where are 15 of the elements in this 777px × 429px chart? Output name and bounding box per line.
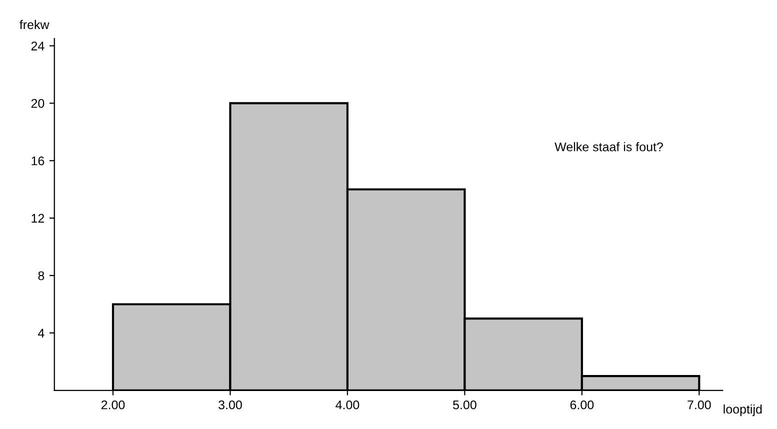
x-tick-label: 5.00 [453, 400, 476, 410]
y-tick-label: 8 [38, 271, 44, 280]
x-tick-label: 7.00 [688, 400, 711, 410]
annotation: Welke staaf is fout? [554, 142, 663, 152]
x-tick-label: 3.00 [218, 400, 242, 410]
y-tick-label: 4 [38, 328, 44, 338]
x-axis-title: looptijd [724, 404, 762, 416]
y-axis-title: frekw [20, 20, 50, 30]
y-tick-label: 16 [32, 156, 44, 166]
x-tick-label: 4.00 [336, 400, 360, 410]
x-tick-label: 6.00 [570, 400, 594, 410]
y-tick-label: 20 [31, 99, 44, 108]
y-tick-label: 24 [31, 42, 44, 50]
y-tick-label: 12 [32, 214, 44, 223]
x-tick-label: 2.00 [101, 400, 125, 410]
